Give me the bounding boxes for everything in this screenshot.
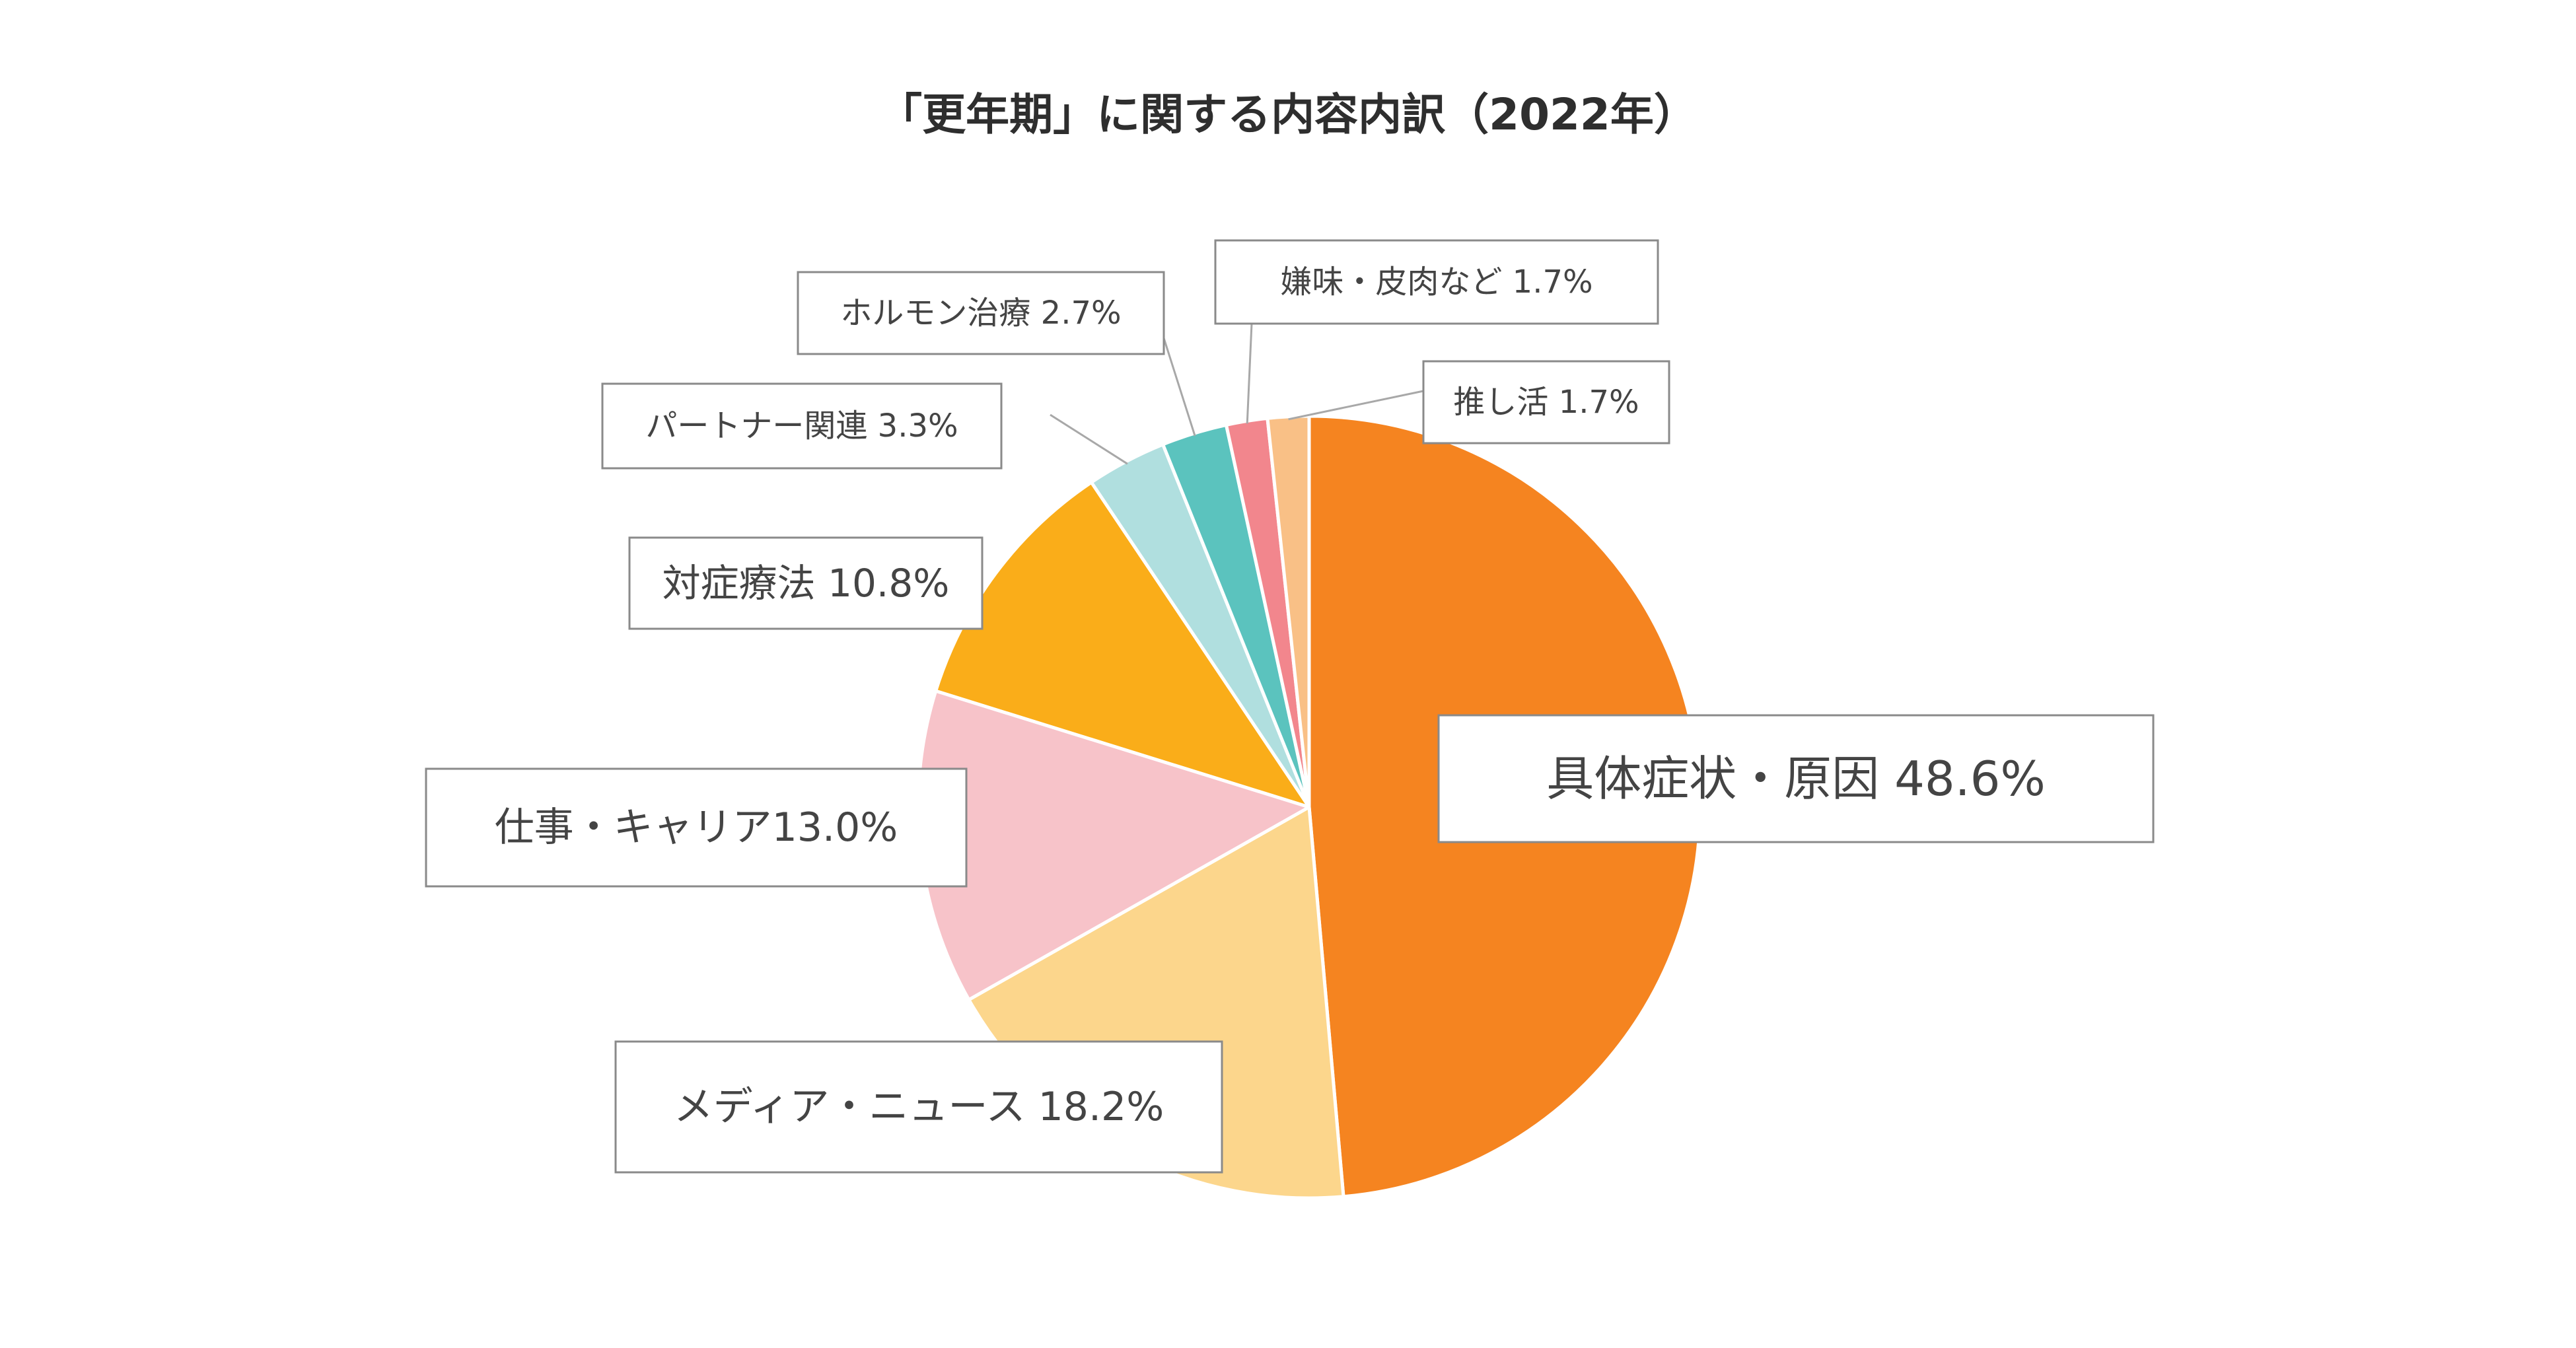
slice-label-box xyxy=(1422,360,1670,444)
slice-label-text: 嫌味・皮肉など 1.7% xyxy=(1280,264,1592,301)
slice-label-text: ホルモン治療 2.7% xyxy=(840,295,1121,332)
slice-label-box xyxy=(614,1040,1223,1174)
pie-slice xyxy=(934,480,1311,809)
slice-label: 対症療法 10.8% xyxy=(628,536,984,630)
leader-line xyxy=(1288,390,1424,421)
slice-label: 推し活 1.7% xyxy=(1422,360,1670,444)
slice-label-text: 推し活 1.7% xyxy=(1453,384,1639,421)
slice-label-text: メディア・ニュース 18.2% xyxy=(674,1084,1164,1130)
leader-lines xyxy=(1050,323,1424,465)
chart-title: 「更年期」に関する内容内訳（2022年） xyxy=(878,89,1698,140)
slice-label-box xyxy=(601,382,1003,470)
slice-label-text: 対症療法 10.8% xyxy=(662,561,950,606)
leader-line xyxy=(1050,413,1128,465)
leader-line xyxy=(1246,323,1253,424)
slice-label-text: パートナー関連 3.3% xyxy=(645,408,958,444)
leader-line xyxy=(1163,337,1196,437)
slice-label: 具体症状・原因 48.6% xyxy=(1437,714,2155,843)
slice-label-box xyxy=(1214,239,1659,325)
slice-label-box xyxy=(797,271,1165,355)
slice-labels: 具体症状・原因 48.6% メディア・ニュース 18.2% 仕事・キャリア13.0%… xyxy=(425,239,2155,1174)
slice-label-text: 具体症状・原因 48.6% xyxy=(1546,751,2046,806)
slice-label: ホルモン治療 2.7% xyxy=(797,271,1165,355)
slice-label: 嫌味・皮肉など 1.7% xyxy=(1214,239,1659,325)
pie-slice xyxy=(1266,414,1311,809)
slice-label-box xyxy=(1437,714,2155,843)
slice-label: パートナー関連 3.3% xyxy=(601,382,1003,470)
slice-label-text: 仕事・キャリア13.0% xyxy=(495,804,898,851)
slice-label-box xyxy=(425,767,968,888)
slice-label: 仕事・キャリア13.0% xyxy=(425,767,968,888)
slice-label: メディア・ニュース 18.2% xyxy=(614,1040,1223,1174)
slice-label-box xyxy=(628,536,984,630)
